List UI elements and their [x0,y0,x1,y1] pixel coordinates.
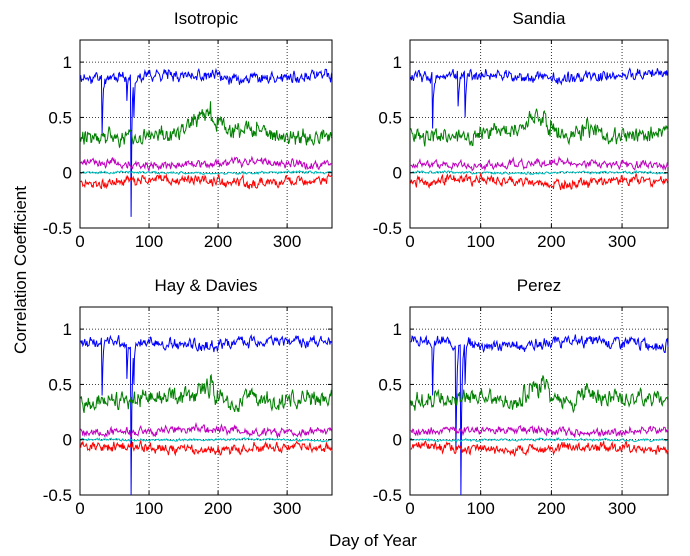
x-tick-label: 100 [135,499,163,518]
x-axis-label: Day of Year [329,531,417,550]
series-line-1 [410,67,669,129]
x-tick-label: 200 [204,499,232,518]
y-tick-label: -0.5 [373,219,402,238]
x-tick-label: 300 [273,232,301,251]
series-line-3 [410,155,669,172]
series-line-4 [80,437,333,443]
series-line-2 [80,373,333,414]
series-line-4 [410,437,669,443]
series-line-1 [410,334,669,496]
x-tick-label: 100 [466,499,494,518]
x-tick-label: 200 [537,232,565,251]
x-tick-label: 300 [273,499,301,518]
subplot-title: Isotropic [174,9,239,28]
x-tick-label: 0 [405,499,414,518]
y-tick-label: 0.5 [378,108,402,127]
y-axis-label: Correlation Coefficient [11,186,30,354]
x-tick-label: 0 [75,232,84,251]
y-tick-label: 1 [393,320,402,339]
y-tick-label: 1 [63,320,72,339]
series-line-2 [80,101,333,149]
y-tick-label: 0 [393,164,402,183]
y-tick-label: 1 [393,53,402,72]
y-tick-label: 1 [63,53,72,72]
y-tick-label: 0.5 [48,108,72,127]
x-tick-label: 0 [405,232,414,251]
series-line-3 [80,421,333,439]
y-tick-label: -0.5 [43,486,72,505]
y-tick-label: -0.5 [43,219,72,238]
x-tick-label: 300 [608,499,636,518]
subplot-title: Perez [517,276,561,295]
y-tick-label: 0 [393,431,402,450]
subplot-title: Hay & Davies [155,276,258,295]
x-tick-label: 200 [204,232,232,251]
series-line-1 [80,334,333,496]
x-tick-label: 0 [75,499,84,518]
series-line-3 [410,424,669,438]
y-tick-label: 0 [63,164,72,183]
series-line-5 [410,440,669,458]
y-tick-label: 0 [63,431,72,450]
x-tick-label: 100 [135,232,163,251]
series-line-4 [410,169,669,176]
x-tick-label: 200 [537,499,565,518]
series-line-5 [80,439,333,457]
series-line-2 [410,375,669,414]
series-line-1 [80,67,333,217]
y-tick-label: 0.5 [378,375,402,394]
series-line-5 [410,172,669,191]
y-tick-label: -0.5 [373,486,402,505]
series-line-2 [410,108,669,147]
subplot-title: Sandia [513,9,566,28]
series-line-4 [80,170,333,176]
plot-area [79,39,333,229]
x-tick-label: 100 [466,232,494,251]
x-tick-label: 300 [608,232,636,251]
y-tick-label: 0.5 [48,375,72,394]
series-line-5 [80,173,333,190]
series-line-3 [80,155,333,173]
